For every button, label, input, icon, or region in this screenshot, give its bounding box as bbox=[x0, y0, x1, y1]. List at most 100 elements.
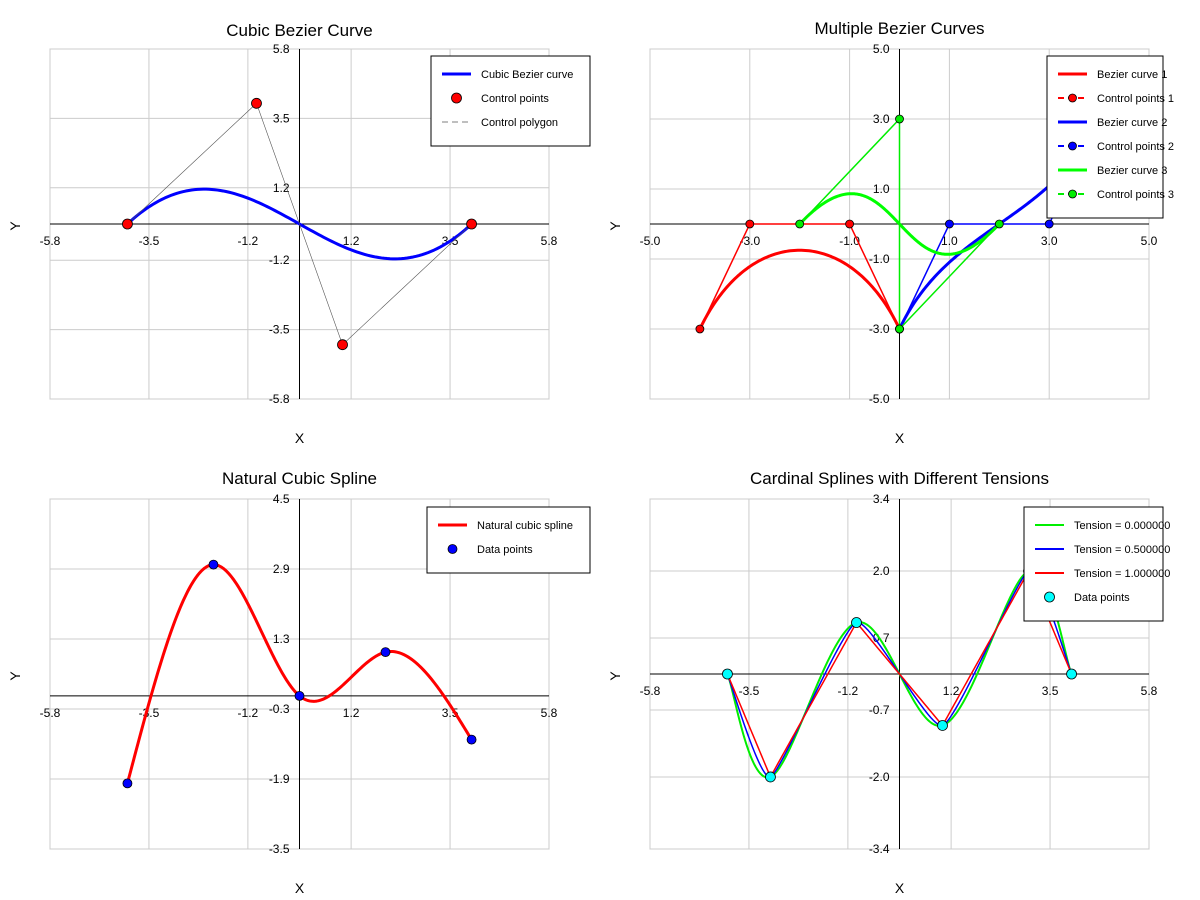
legend-swatch-marker bbox=[1068, 93, 1077, 103]
legend-label: Control points 2 bbox=[1097, 141, 1174, 153]
y-axis-label: Y bbox=[7, 221, 23, 231]
y-tick-label: -5.8 bbox=[269, 392, 290, 406]
y-tick-label: -3.4 bbox=[869, 842, 890, 856]
x-tick-label: -1.2 bbox=[838, 684, 859, 698]
data-point-marker bbox=[1066, 668, 1077, 680]
y-tick-label: 5.0 bbox=[873, 42, 890, 56]
data-point-marker bbox=[851, 617, 862, 628]
x-tick-label: 1.2 bbox=[343, 706, 360, 720]
chart-panel-2: -5.0 -3.0 -1.0 1.0 3.0 5.0 -5.0 -3.0 -1.0 1.0 3.0 5… bbox=[607, 19, 1174, 446]
data-point-marker bbox=[466, 734, 477, 745]
data-point-marker bbox=[466, 218, 477, 230]
chart-panel-1: -5.8 -3.5 -1.2 1.2 3.5 5.8-5.8-3.5-1.21.23.55… bbox=[7, 21, 591, 446]
legend: Cubic Bezier curve Control points Control … bbox=[430, 55, 591, 147]
legend-label: Tension = 0.500000 bbox=[1074, 544, 1170, 556]
legend-label: Bezier curve 1 bbox=[1097, 69, 1167, 81]
x-tick-label: -1.2 bbox=[238, 706, 259, 720]
y-tick-label: -3.0 bbox=[869, 322, 890, 336]
data-point-marker bbox=[745, 219, 755, 229]
legend-label: Tension = 0.000000 bbox=[1074, 520, 1170, 532]
data-point-marker bbox=[122, 218, 133, 230]
legend-label: Bezier curve 3 bbox=[1097, 165, 1167, 177]
legend-label: Control polygon bbox=[481, 117, 558, 129]
y-tick-label: 3.5 bbox=[273, 111, 290, 125]
x-axis-label: X bbox=[895, 880, 905, 896]
y-tick-label: -1.0 bbox=[869, 252, 890, 266]
legend-label: Control points 1 bbox=[1097, 93, 1174, 105]
y-tick-label: -1.9 bbox=[269, 772, 290, 786]
series-line-1 bbox=[698, 248, 901, 330]
chart-panel-3: -5.8 -3.5 -1.2 1.2 3.5 5.8-3.5-1.9-0.31.32.94… bbox=[7, 469, 591, 896]
chart-panel-4: -5.8 -3.5 -1.2 1.2 3.5 5.8-3.4-2.0-0.70.72.03… bbox=[607, 469, 1170, 896]
data-point-marker bbox=[722, 668, 733, 680]
y-tick-label: -0.7 bbox=[869, 703, 890, 717]
data-point-marker bbox=[994, 219, 1004, 229]
x-tick-label: -5.8 bbox=[40, 234, 61, 248]
legend-label: Control points 3 bbox=[1097, 189, 1174, 201]
legend-label: Data points bbox=[477, 544, 533, 556]
y-tick-label: -0.3 bbox=[269, 702, 290, 716]
data-point-marker bbox=[845, 219, 854, 229]
data-point-marker bbox=[695, 324, 705, 334]
x-tick-label: -3.0 bbox=[739, 234, 760, 248]
legend-box bbox=[1046, 55, 1164, 219]
x-axis-label: X bbox=[295, 880, 305, 896]
legend-swatch-marker bbox=[451, 92, 462, 104]
data-point-marker bbox=[937, 720, 948, 731]
x-tick-label: 3.0 bbox=[1041, 234, 1058, 248]
x-tick-label: 5.8 bbox=[541, 706, 558, 720]
x-tick-label: -3.5 bbox=[139, 234, 160, 248]
data-point-marker bbox=[294, 690, 305, 701]
x-tick-label: 1.2 bbox=[343, 234, 360, 248]
x-tick-label: 3.5 bbox=[1042, 684, 1059, 698]
x-tick-label: 5.0 bbox=[1141, 234, 1158, 248]
y-tick-label: 5.8 bbox=[273, 42, 290, 56]
legend: Tension = 0.000000 Tension = 0.500000 Tens… bbox=[1023, 506, 1170, 622]
y-tick-label: -2.0 bbox=[869, 770, 890, 784]
y-axis-label: Y bbox=[607, 671, 623, 681]
y-axis-label: Y bbox=[7, 671, 23, 681]
data-point-marker bbox=[895, 324, 904, 334]
x-tick-label: 5.8 bbox=[1141, 684, 1158, 698]
x-tick-label: 1.0 bbox=[941, 234, 958, 248]
x-axis-label: X bbox=[895, 430, 905, 446]
y-tick-label: 1.3 bbox=[273, 632, 290, 646]
control-polygon-6 bbox=[799, 117, 1000, 331]
data-point-marker bbox=[251, 97, 262, 109]
x-tick-label: 1.2 bbox=[943, 684, 960, 698]
legend-label: Control points bbox=[481, 93, 549, 105]
y-tick-label: 1.2 bbox=[273, 181, 290, 195]
legend-swatch-marker bbox=[447, 544, 458, 554]
x-tick-label: -1.0 bbox=[839, 234, 860, 248]
x-tick-label: -3.5 bbox=[739, 684, 760, 698]
data-point-marker bbox=[765, 771, 776, 783]
x-tick-label: -5.8 bbox=[640, 684, 661, 698]
x-axis-label: X bbox=[295, 430, 305, 446]
legend-label: Natural cubic spline bbox=[477, 520, 573, 532]
x-tick-label: -5.0 bbox=[640, 234, 661, 248]
x-tick-label: -5.8 bbox=[40, 706, 61, 720]
data-point-marker bbox=[380, 647, 391, 658]
legend-label: Tension = 1.000000 bbox=[1074, 568, 1170, 580]
x-tick-label: 5.8 bbox=[541, 234, 558, 248]
legend-label: Bezier curve 2 bbox=[1097, 117, 1167, 129]
y-tick-label: 3.0 bbox=[873, 112, 890, 126]
y-tick-label: 4.5 bbox=[273, 492, 290, 506]
chart-title: Cardinal Splines with Different Tensions bbox=[750, 469, 1049, 488]
y-tick-label: -5.0 bbox=[869, 392, 890, 406]
y-tick-label: 2.0 bbox=[873, 564, 890, 578]
y-axis-label: Y bbox=[607, 221, 623, 231]
y-tick-label: -3.5 bbox=[269, 842, 290, 856]
legend: Natural cubic spline Data points bbox=[426, 506, 591, 574]
y-tick-label: -3.5 bbox=[269, 323, 290, 337]
legend-label: Cubic Bezier curve bbox=[481, 69, 573, 81]
data-point-marker bbox=[795, 219, 805, 229]
legend-label: Data points bbox=[1074, 592, 1130, 604]
data-point-marker bbox=[337, 339, 348, 351]
chart-title: Natural Cubic Spline bbox=[222, 469, 377, 488]
data-point-marker bbox=[945, 219, 954, 229]
data-point-marker bbox=[208, 559, 219, 570]
legend-swatch-marker bbox=[1044, 591, 1055, 603]
legend-swatch-marker bbox=[1068, 141, 1077, 151]
